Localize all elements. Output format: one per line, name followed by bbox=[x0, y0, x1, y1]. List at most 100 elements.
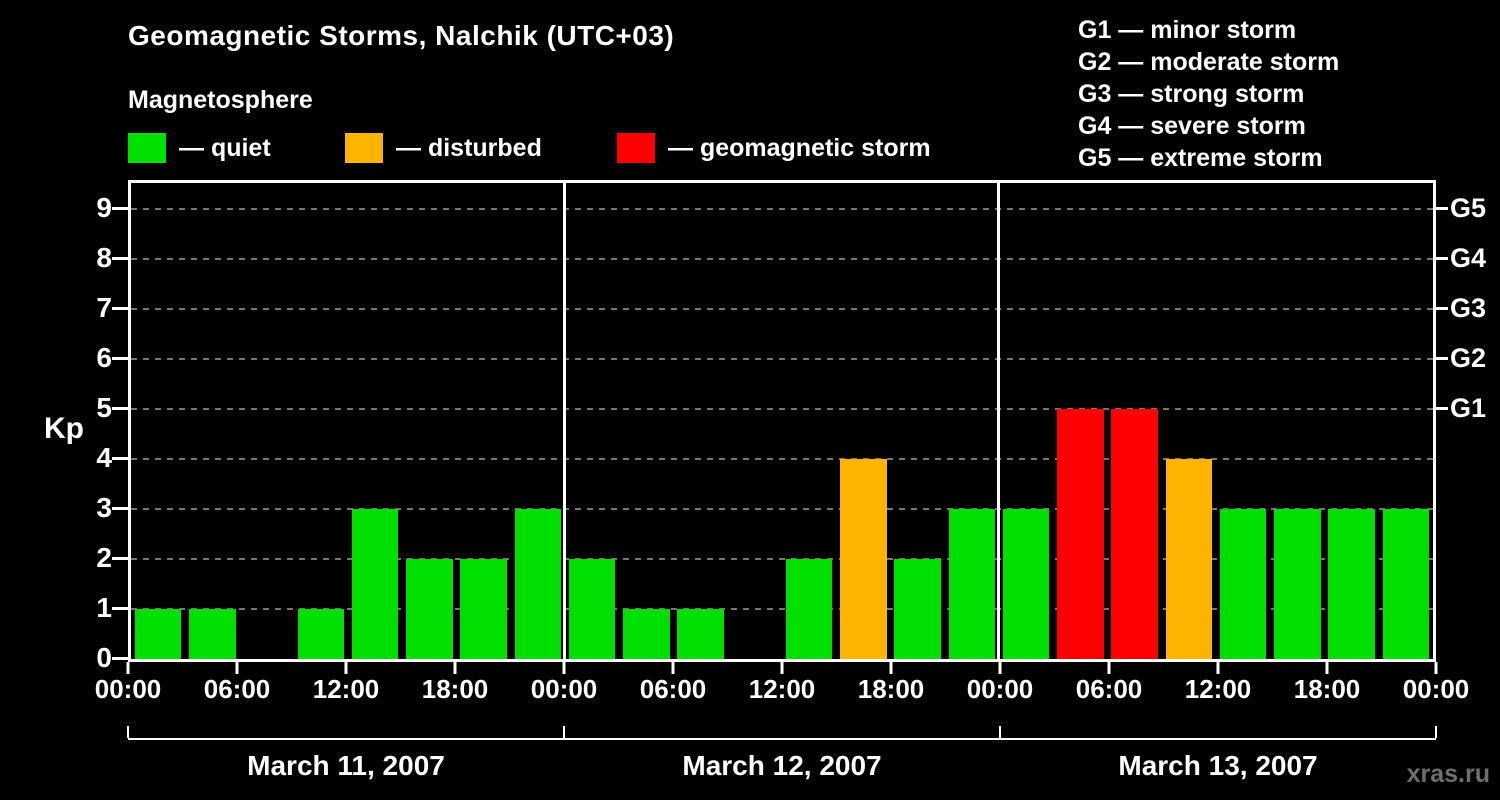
x-tick-label: 00:00 bbox=[94, 674, 162, 704]
x-tick-label: 12:00 bbox=[1184, 674, 1252, 704]
gridline-kp-5 bbox=[131, 408, 1433, 410]
bar-slot bbox=[674, 183, 728, 659]
bar-slot bbox=[1053, 183, 1107, 659]
y-tick bbox=[112, 556, 128, 560]
x-tick-label: 06:00 bbox=[639, 674, 707, 704]
x-tick-label: 18:00 bbox=[857, 674, 925, 704]
storm-label: — geomagnetic storm bbox=[668, 133, 931, 162]
gridline-kp-6 bbox=[131, 358, 1433, 360]
kp-legend: — quiet — disturbed — geomagnetic storm bbox=[0, 131, 1500, 167]
g-tick bbox=[1436, 356, 1448, 360]
legend-item-quiet: — quiet bbox=[128, 131, 271, 165]
bar-slot bbox=[999, 183, 1053, 659]
bar-slot bbox=[1216, 183, 1270, 659]
y-tick-label: 8 bbox=[96, 242, 112, 273]
date-axis-tick bbox=[999, 726, 1001, 738]
y-tick bbox=[112, 506, 128, 510]
y-tick bbox=[112, 406, 128, 410]
bar-slot bbox=[1379, 183, 1433, 659]
g-scale-legend: G1 — minor storm G2 — moderate storm G3 … bbox=[1078, 14, 1339, 174]
date-label: March 13, 2007 bbox=[1118, 750, 1318, 781]
kp-bar bbox=[189, 609, 236, 659]
day-group-2 bbox=[565, 183, 999, 659]
x-tick-label: 00:00 bbox=[966, 674, 1034, 704]
y-tick-label: 5 bbox=[96, 392, 112, 423]
kp-bar bbox=[948, 509, 996, 659]
x-tick-label: 06:00 bbox=[1075, 674, 1143, 704]
y-tick bbox=[112, 206, 128, 210]
y-tick-label: 2 bbox=[96, 542, 112, 573]
quiet-label: — quiet bbox=[179, 133, 271, 162]
g4-legend-line: G4 — severe storm bbox=[1078, 112, 1306, 140]
kp-bar bbox=[1057, 409, 1104, 659]
kp-bar bbox=[677, 609, 724, 659]
g-tick bbox=[1436, 306, 1448, 310]
x-tick-label: 00:00 bbox=[1402, 674, 1470, 704]
x-tick-label: 00:00 bbox=[530, 674, 598, 704]
bar-slot bbox=[1270, 183, 1324, 659]
kp-bar bbox=[297, 609, 345, 659]
gridline-kp-3 bbox=[131, 508, 1433, 510]
bar-slot bbox=[782, 183, 836, 659]
kp-bar bbox=[1111, 409, 1158, 659]
y-tick bbox=[112, 656, 128, 660]
bar-slot bbox=[131, 183, 185, 659]
day-group-3 bbox=[999, 183, 1433, 659]
x-tick-label: 06:00 bbox=[203, 674, 271, 704]
date-label: March 12, 2007 bbox=[682, 750, 882, 781]
g-tick bbox=[1436, 406, 1448, 410]
g-axis-label-g5: G5 bbox=[1450, 193, 1487, 223]
page-title: Geomagnetic Storms, Nalchik (UTC+03) bbox=[128, 20, 675, 51]
kp-bar bbox=[1382, 509, 1430, 659]
kp-bar bbox=[1328, 509, 1375, 659]
x-tick bbox=[562, 662, 566, 674]
disturbed-label: — disturbed bbox=[396, 133, 542, 162]
y-axis-title: Kp bbox=[44, 412, 84, 445]
kp-bar bbox=[623, 609, 670, 659]
y-tick-label: 0 bbox=[96, 642, 112, 673]
y-tick bbox=[112, 256, 128, 260]
y-tick-label: 9 bbox=[96, 192, 112, 223]
bar-slot bbox=[402, 183, 456, 659]
plot-area bbox=[128, 180, 1436, 662]
bar-slot bbox=[836, 183, 890, 659]
day-separator bbox=[563, 183, 567, 659]
x-tick bbox=[453, 662, 457, 674]
bar-slot bbox=[1162, 183, 1216, 659]
x-tick bbox=[671, 662, 675, 674]
y-tick-label: 6 bbox=[96, 342, 112, 373]
kp-bar bbox=[460, 559, 507, 659]
bar-slot bbox=[294, 183, 348, 659]
bar-slot bbox=[1325, 183, 1379, 659]
date-label: March 11, 2007 bbox=[247, 750, 445, 781]
kp-bar bbox=[1002, 509, 1050, 659]
x-tick bbox=[1325, 662, 1329, 674]
gridline-kp-4 bbox=[131, 458, 1433, 460]
g2-legend-line: G2 — moderate storm bbox=[1078, 48, 1340, 76]
gridline-kp-2 bbox=[131, 558, 1433, 560]
gridline-kp-7 bbox=[131, 308, 1433, 310]
y-tick bbox=[112, 356, 128, 360]
day-group-1 bbox=[131, 183, 565, 659]
kp-bar bbox=[514, 509, 562, 659]
g-axis-label-g3: G3 bbox=[1450, 293, 1487, 323]
legend-item-storm: — geomagnetic storm bbox=[617, 131, 931, 165]
kp-bar bbox=[406, 559, 453, 659]
x-tick-label: 18:00 bbox=[421, 674, 489, 704]
y-tick-label: 3 bbox=[96, 492, 112, 523]
bar-slot bbox=[619, 183, 673, 659]
bar-slot bbox=[185, 183, 239, 659]
g5-legend-line: G5 — extreme storm bbox=[1078, 144, 1323, 172]
magnetosphere-label: Magnetosphere bbox=[128, 86, 313, 114]
x-tick bbox=[998, 662, 1002, 674]
date-axis-tick bbox=[127, 726, 129, 738]
bar-slot bbox=[511, 183, 565, 659]
g-axis-label-g1: G1 bbox=[1450, 393, 1487, 423]
disturbed-color-swatch bbox=[345, 133, 383, 163]
bar-slot bbox=[240, 183, 294, 659]
g1-legend-line: G1 — minor storm bbox=[1078, 16, 1297, 44]
y-tick-label: 4 bbox=[96, 442, 112, 473]
bar-slot bbox=[1108, 183, 1162, 659]
gridline-kp-8 bbox=[131, 258, 1433, 260]
